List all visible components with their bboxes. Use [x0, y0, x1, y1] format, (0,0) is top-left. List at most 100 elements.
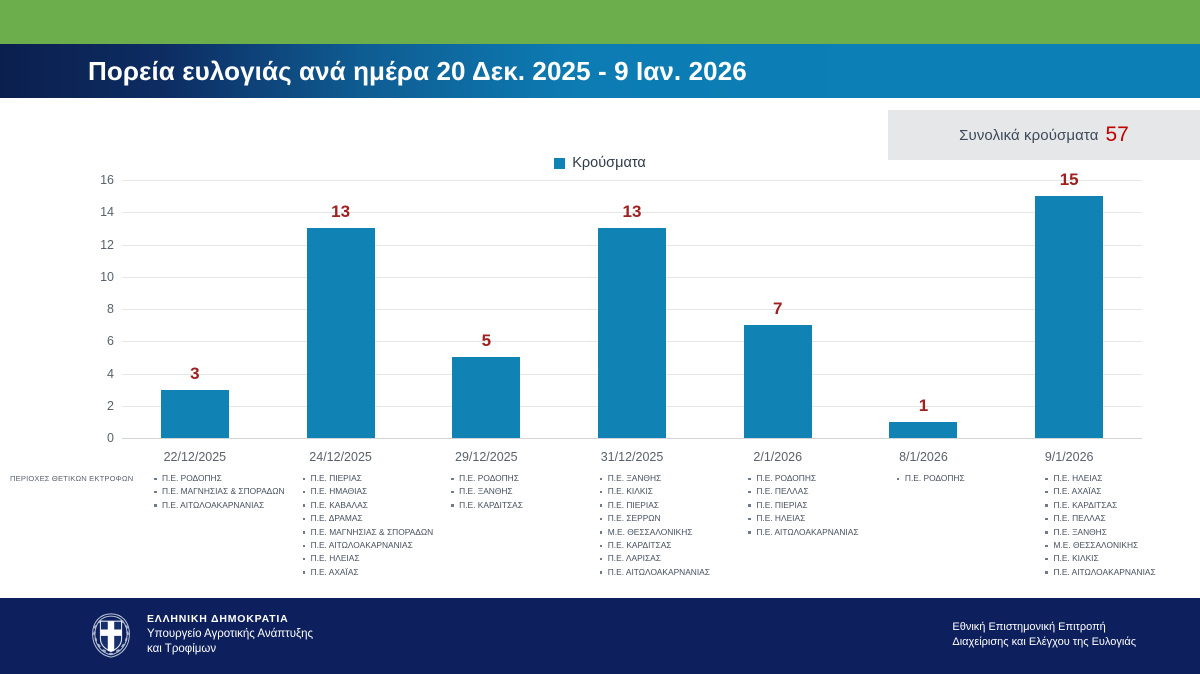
ministry-line-1: ΕΛΛΗΝΙΚΗ ΔΗΜΟΚΡΑΤΙΑ	[147, 612, 289, 625]
bar-slot[interactable]: 13	[559, 180, 705, 438]
footer-committee-block: Εθνική Επιστημονική Επιτροπή Διαχείρισης…	[952, 620, 1136, 650]
regions-table: Π.Ε. ΡΟΔΟΠΗΣ Π.Ε. ΜΑΓΝΗΣΙΑΣ & ΣΠΟΡΑΔΩΝ Π.Ε…	[152, 472, 1192, 579]
bar-value-label: 3	[190, 363, 200, 383]
region-list-item: Π.Ε. ΑΧΑΪΑΣ	[1043, 485, 1186, 498]
x-axis-tick-label: 8/1/2026	[899, 450, 948, 464]
region-list-item: Π.Ε. ΠΙΕΡΙΑΣ	[746, 499, 889, 512]
total-cases-value: 57	[1105, 123, 1129, 146]
x-axis-line	[122, 438, 1142, 439]
region-list-item: Π.Ε. ΑΙΤΩΛΟΑΚΑΡΝΑΝΙΑΣ	[746, 526, 889, 539]
legend-item-label: Κρούσματα	[572, 155, 646, 171]
x-axis-tick-label: 2/1/2026	[753, 450, 803, 464]
total-cases-badge: Συνολικά κρούσματα 57	[888, 110, 1200, 160]
bar[interactable]	[889, 421, 958, 438]
bar[interactable]	[306, 228, 375, 438]
regions-list: Π.Ε. ΠΙΕΡΙΑΣ Π.Ε. ΗΜΑΘΙΑΣ Π.Ε. ΚΑΒΑΛΑΣ Π.Ε.…	[301, 472, 444, 579]
regions-list: Π.Ε. ΡΟΔΟΠΗΣ Π.Ε. ΞΑΝΘΗΣ Π.Ε. ΚΑΡΔΙΤΣΑΣ	[449, 472, 592, 512]
bar-value-label: 13	[331, 202, 351, 222]
regions-row-label: ΠΕΡΙΟΧΕΣ ΘΕΤΙΚΩΝ ΕΚΤΡΟΦΩΝ	[10, 474, 134, 483]
footer: ΕΛΛΗΝΙΚΗ ΔΗΜΟΚΡΑΤΙΑ Υπουργείο Αγροτικής …	[0, 598, 1200, 674]
region-list-item: Μ.Ε. ΘΕΣΣΑΛΟΝΙΚΗΣ	[598, 526, 741, 539]
regions-column: Π.Ε. ΠΙΕΡΙΑΣ Π.Ε. ΗΜΑΘΙΑΣ Π.Ε. ΚΑΒΑΛΑΣ Π.Ε.…	[301, 472, 450, 579]
y-axis-tick-label: 16	[100, 173, 114, 187]
regions-column: Π.Ε. ΡΟΔΟΠΗΣ Π.Ε. ΜΑΓΝΗΣΙΑΣ & ΣΠΟΡΑΔΩΝ Π.Ε…	[152, 472, 301, 512]
x-axis-tick-label: 9/1/2026	[1044, 450, 1094, 464]
bar-value-label: 13	[622, 202, 642, 222]
region-list-item: Π.Ε. ΚΙΛΚΙΣ	[1043, 552, 1186, 565]
bar-value-label: 15	[1059, 170, 1079, 190]
bar[interactable]	[452, 357, 521, 438]
region-list-item: Π.Ε. ΠΕΛΛΑΣ	[1043, 512, 1186, 525]
legend-square-marker-icon	[554, 157, 566, 169]
page-title: Πορεία ευλογιάς ανά ημέρα 20 Δεκ. 2025 -…	[88, 55, 747, 86]
regions-list: Π.Ε. ΡΟΔΟΠΗΣ Π.Ε. ΠΕΛΛΑΣ Π.Ε. ΠΙΕΡΙΑΣ Π.Ε. …	[746, 472, 889, 539]
chart-legend: Κρούσματα	[0, 155, 1200, 171]
bar-slot[interactable]: 1	[851, 180, 997, 438]
bar-slot[interactable]: 5	[413, 180, 559, 438]
region-list-item: Π.Ε. ΞΑΝΘΗΣ	[1043, 526, 1186, 539]
footer-ministry-block: ΕΛΛΗΝΙΚΗ ΔΗΜΟΚΡΑΤΙΑ Υπουργείο Αγροτικής …	[88, 610, 313, 660]
bar-value-label: 5	[481, 331, 492, 351]
region-list-item: Π.Ε. ΗΜΑΘΙΑΣ	[301, 485, 444, 498]
ministry-line-3: και Τροφίμων	[147, 642, 217, 655]
bar-slot[interactable]: 15	[996, 170, 1142, 438]
bar-value-label: 7	[773, 299, 783, 319]
region-list-item: Π.Ε. ΑΙΤΩΛΟΑΚΑΡΝΑΝΙΑΣ	[598, 566, 741, 579]
bar-slot[interactable]: 13	[268, 180, 414, 438]
chart-bars: 3 13 5 13 7 1 15	[122, 170, 1142, 438]
bar[interactable]	[743, 325, 812, 438]
bar-slot[interactable]: 3	[122, 180, 268, 438]
region-list-item: Π.Ε. ΡΟΔΟΠΗΣ	[895, 472, 1038, 485]
ministry-text-block: ΕΛΛΗΝΙΚΗ ΔΗΜΟΚΡΑΤΙΑ Υπουργείο Αγροτικής …	[147, 613, 313, 657]
region-list-item: Π.Ε. ΑΙΤΩΛΟΑΚΑΡΝΑΝΙΑΣ	[301, 539, 444, 552]
region-list-item: Π.Ε. ΠΙΕΡΙΑΣ	[301, 472, 444, 485]
bar-value-label: 1	[918, 395, 929, 415]
region-list-item: Π.Ε. ΛΑΡΙΣΑΣ	[598, 552, 741, 565]
total-cases-label: Συνολικά κρούσματα	[959, 126, 1099, 144]
region-list-item: Π.Ε. ΗΛΕΙΑΣ	[301, 552, 444, 565]
regions-list: Π.Ε. ΗΛΕΙΑΣ Π.Ε. ΑΧΑΪΑΣ Π.Ε. ΚΑΡΔΙΤΣΑΣ Π.Ε.…	[1043, 472, 1186, 579]
region-list-item: Π.Ε. ΜΑΓΝΗΣΙΑΣ & ΣΠΟΡΑΔΩΝ	[301, 526, 444, 539]
greek-coat-of-arms-emblem-icon	[92, 613, 130, 658]
y-axis-tick-label: 8	[107, 302, 114, 316]
region-list-item: Π.Ε. ΜΑΓΝΗΣΙΑΣ & ΣΠΟΡΑΔΩΝ	[152, 485, 295, 498]
bar[interactable]	[1035, 196, 1104, 438]
region-list-item: Π.Ε. ΚΙΛΚΙΣ	[598, 485, 741, 498]
y-axis-tick-label: 2	[107, 398, 114, 413]
bar[interactable]	[598, 228, 667, 438]
y-axis-tick-label: 14	[100, 205, 114, 220]
regions-column: Π.Ε. ΗΛΕΙΑΣ Π.Ε. ΑΧΑΪΑΣ Π.Ε. ΚΑΡΔΙΤΣΑΣ Π.Ε.…	[1043, 472, 1192, 579]
region-list-item: Π.Ε. ΔΡΑΜΑΣ	[301, 512, 444, 525]
gridline	[122, 212, 1142, 214]
region-list-item: Π.Ε. ΚΑΡΔΙΤΣΑΣ	[598, 539, 741, 552]
gridline	[122, 180, 1142, 181]
bar-slot[interactable]: 7	[705, 180, 851, 438]
x-axis-tick-label: 29/12/2025	[455, 450, 518, 464]
x-axis-tick-labels: 22/12/2025 24/12/2025 29/12/2025 31/12/2025…	[122, 450, 1142, 464]
region-list-item: Π.Ε. ΣΕΡΡΩΝ	[598, 512, 741, 525]
regions-column: Π.Ε. ΡΟΔΟΠΗΣ	[895, 472, 1044, 485]
region-list-item: Π.Ε. ΠΙΕΡΙΑΣ	[598, 499, 741, 512]
region-list-item: Π.Ε. ΞΑΝΘΗΣ	[598, 472, 741, 485]
region-list-item: Π.Ε. ΑΙΤΩΛΟΑΚΑΡΝΑΝΙΑΣ	[1043, 566, 1186, 579]
region-list-item: Π.Ε. ΚΑΡΔΙΤΣΑΣ	[449, 499, 592, 512]
region-list-item: Π.Ε. ΑΧΑΪΑΣ	[301, 566, 444, 579]
regions-column: Π.Ε. ΡΟΔΟΠΗΣ Π.Ε. ΠΕΛΛΑΣ Π.Ε. ΠΙΕΡΙΑΣ Π.Ε. …	[746, 472, 895, 539]
committee-line-2: Διαχείρισης και Ελέγχου της Ευλογιάς	[952, 636, 1136, 649]
region-list-item: Π.Ε. ΚΑΒΑΛΑΣ	[301, 499, 444, 512]
regions-column: Π.Ε. ΡΟΔΟΠΗΣ Π.Ε. ΞΑΝΘΗΣ Π.Ε. ΚΑΡΔΙΤΣΑΣ	[449, 472, 598, 512]
region-list-item: Π.Ε. ΡΟΔΟΠΗΣ	[152, 472, 295, 485]
y-axis-tick-label: 4	[107, 366, 114, 381]
chart-plot-area: 3 13 5 13 7 1 15	[122, 170, 1142, 439]
bar[interactable]	[160, 389, 229, 438]
region-list-item: Π.Ε. ΑΙΤΩΛΟΑΚΑΡΝΑΝΙΑΣ	[152, 499, 295, 512]
ministry-line-2: Υπουργείο Αγροτικής Ανάπτυξης	[147, 627, 314, 640]
x-axis-tick-label: 22/12/2025	[163, 450, 227, 464]
header-title-band: Πορεία ευλογιάς ανά ημέρα 20 Δεκ. 2025 -…	[0, 44, 1200, 98]
regions-list: Π.Ε. ΡΟΔΟΠΗΣ	[895, 472, 1038, 485]
y-axis-tick-labels: 0 2 4 6 8 10 12 14 16	[78, 173, 114, 445]
region-list-item: Μ.Ε. ΘΕΣΣΑΛΟΝΙΚΗΣ	[1043, 539, 1186, 552]
region-list-item: Π.Ε. ΡΟΔΟΠΗΣ	[746, 472, 889, 485]
regions-list: Π.Ε. ΡΟΔΟΠΗΣ Π.Ε. ΜΑΓΝΗΣΙΑΣ & ΣΠΟΡΑΔΩΝ Π.Ε…	[152, 472, 295, 512]
